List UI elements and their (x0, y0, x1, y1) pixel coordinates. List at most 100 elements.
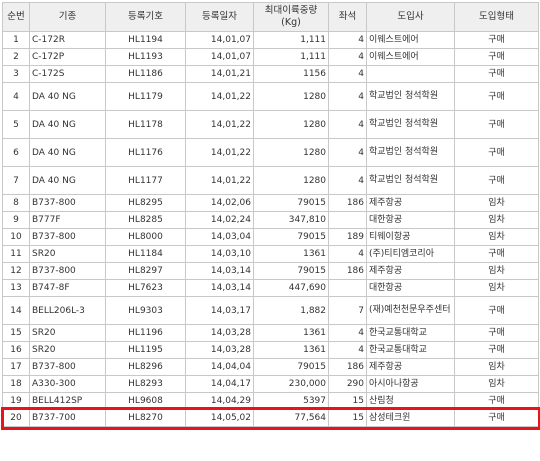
table-row: 7 DA 40 NG HL1177 14,01,22 1280 4 학교법인 청석학원 구매 (2, 166, 539, 195)
cell-acquisition-type: 임차 (454, 375, 539, 393)
cell-registration-mark: HL8295 (105, 194, 186, 212)
cell-acquisition-type: 임차 (454, 262, 539, 280)
header-seats: 좌석 (328, 2, 367, 32)
cell-aircraft-type: A330-300 (29, 375, 106, 393)
cell-acquisition-type: 구매 (454, 48, 539, 66)
header-seq: 순번 (2, 2, 30, 32)
cell-acquisition-type: 구매 (454, 392, 539, 410)
cell-aircraft-type: SR20 (29, 324, 106, 342)
cell-registration-mark: HL1196 (105, 324, 186, 342)
cell-acquisition-type: 구매 (454, 65, 539, 83)
cell-aircraft-type: C-172R (29, 31, 106, 49)
cell-seq: 11 (2, 245, 30, 263)
table-row: 13 B747-8F HL7623 14,03,14 447,690 대한항공 임차 (2, 279, 539, 297)
cell-max-takeoff-weight: 230,000 (253, 375, 329, 393)
cell-operator: 아시아나항공 (366, 375, 455, 393)
cell-registration-mark: HL8296 (105, 358, 186, 376)
cell-max-takeoff-weight: 1361 (253, 245, 329, 263)
cell-registration-date: 14,03,10 (185, 245, 254, 263)
cell-seq: 16 (2, 341, 30, 359)
cell-seats: 290 (328, 375, 367, 393)
cell-registration-mark: HL1179 (105, 82, 186, 111)
cell-operator: 한국교통대학교 (366, 324, 455, 342)
cell-acquisition-type: 구매 (454, 138, 539, 167)
cell-registration-mark: HL1177 (105, 166, 186, 195)
cell-operator: 티웨이항공 (366, 228, 455, 246)
cell-operator: 학교법인 청석학원 (366, 166, 455, 195)
cell-aircraft-type: C-172S (29, 65, 106, 83)
cell-seats: 4 (328, 31, 367, 49)
header-aircraft-type: 기종 (29, 2, 106, 32)
cell-seats: 15 (328, 392, 367, 410)
cell-seq: 15 (2, 324, 30, 342)
cell-operator: 대한항공 (366, 279, 455, 297)
cell-max-takeoff-weight: 79015 (253, 194, 329, 212)
cell-seq: 7 (2, 166, 30, 195)
table-row: 1 C-172R HL1194 14,01,07 1,111 4 이웨스트에어 구매 (2, 31, 539, 49)
cell-max-takeoff-weight: 1,111 (253, 31, 329, 49)
cell-operator: 제주항공 (366, 194, 455, 212)
cell-seats (328, 279, 367, 297)
cell-acquisition-type: 임차 (454, 358, 539, 376)
cell-seq: 3 (2, 65, 30, 83)
cell-registration-date: 14,01,22 (185, 138, 254, 167)
cell-registration-date: 14,03,14 (185, 279, 254, 297)
cell-registration-mark: HL8297 (105, 262, 186, 280)
cell-registration-date: 14,01,07 (185, 48, 254, 66)
table-row: 17 B737-800 HL8296 14,04,04 79015 186 제주항공 임차 (2, 358, 539, 376)
cell-registration-date: 14,01,22 (185, 110, 254, 139)
cell-aircraft-type: BELL206L-3 (29, 296, 106, 325)
cell-registration-date: 14,05,02 (185, 409, 254, 427)
cell-registration-date: 14,01,21 (185, 65, 254, 83)
cell-acquisition-type: 구매 (454, 31, 539, 49)
cell-seats: 186 (328, 262, 367, 280)
cell-aircraft-type: BELL412SP (29, 392, 106, 410)
cell-operator: 이웨스트에어 (366, 48, 455, 66)
table-row: 6 DA 40 NG HL1176 14,01,22 1280 4 학교법인 청석학원 구매 (2, 138, 539, 167)
cell-max-takeoff-weight: 1156 (253, 65, 329, 83)
cell-registration-date: 14,04,17 (185, 375, 254, 393)
cell-seats: 186 (328, 194, 367, 212)
cell-registration-date: 14,04,29 (185, 392, 254, 410)
cell-registration-mark: HL9608 (105, 392, 186, 410)
cell-seq: 2 (2, 48, 30, 66)
cell-registration-mark: HL1184 (105, 245, 186, 263)
cell-acquisition-type: 구매 (454, 324, 539, 342)
cell-registration-date: 14,03,04 (185, 228, 254, 246)
table-row: 19 BELL412SP HL9608 14,04,29 5397 15 산림청 구매 (2, 392, 539, 410)
cell-acquisition-type: 구매 (454, 82, 539, 111)
cell-registration-mark: HL8000 (105, 228, 186, 246)
cell-max-takeoff-weight: 347,810 (253, 211, 329, 229)
table-row: 10 B737-800 HL8000 14,03,04 79015 189 티웨이항공 임차 (2, 228, 539, 246)
cell-seq: 19 (2, 392, 30, 410)
cell-registration-date: 14,01,07 (185, 31, 254, 49)
cell-seq: 13 (2, 279, 30, 297)
cell-max-takeoff-weight: 1,882 (253, 296, 329, 325)
cell-acquisition-type: 임차 (454, 194, 539, 212)
cell-registration-date: 14,03,17 (185, 296, 254, 325)
cell-max-takeoff-weight: 447,690 (253, 279, 329, 297)
cell-registration-date: 14,03,14 (185, 262, 254, 280)
cell-seats: 4 (328, 110, 367, 139)
cell-operator: 한국교통대학교 (366, 341, 455, 359)
cell-registration-mark: HL1178 (105, 110, 186, 139)
cell-seats: 4 (328, 48, 367, 66)
table-row: 14 BELL206L-3 HL9303 14,03,17 1,882 7 (재)예천천문우… (2, 296, 539, 325)
cell-aircraft-type: DA 40 NG (29, 110, 106, 139)
cell-seq: 14 (2, 296, 30, 325)
table-row: 15 SR20 HL1196 14,03,28 1361 4 한국교통대학교 구매 (2, 324, 539, 342)
cell-registration-mark: HL1186 (105, 65, 186, 83)
header-registration-date: 등록일자 (185, 2, 254, 32)
header-max-takeoff-weight: 최대이륙중량 (Kg) (253, 2, 329, 32)
cell-acquisition-type: 구매 (454, 245, 539, 263)
cell-operator: 학교법인 청석학원 (366, 138, 455, 167)
cell-registration-mark: HL8293 (105, 375, 186, 393)
cell-aircraft-type: DA 40 NG (29, 138, 106, 167)
cell-seats: 4 (328, 65, 367, 83)
cell-registration-mark: HL1176 (105, 138, 186, 167)
cell-aircraft-type: DA 40 NG (29, 82, 106, 111)
table-row: 5 DA 40 NG HL1178 14,01,22 1280 4 학교법인 청석학원 구매 (2, 110, 539, 139)
cell-max-takeoff-weight: 5397 (253, 392, 329, 410)
cell-seq: 12 (2, 262, 30, 280)
cell-registration-mark: HL1195 (105, 341, 186, 359)
